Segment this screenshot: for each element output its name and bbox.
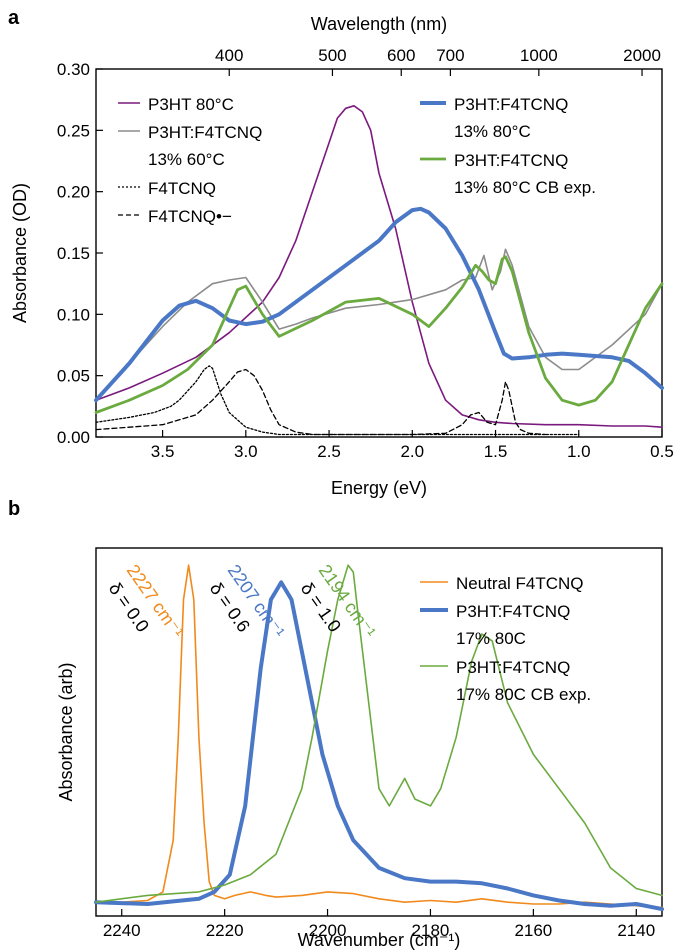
- legend-label-blend-cb: P3HT:F4TCNQ: [454, 151, 568, 170]
- chart-a-y-axis-label: Absorbance (OD): [10, 183, 30, 323]
- x-tick-label-b-5: 2140: [617, 921, 655, 940]
- legend-label-neutral: Neutral F4TCNQ: [456, 574, 584, 593]
- chart-b: 2240 2220 2200 2180 2160 2140 Wavenumber (cm⁻…: [56, 547, 664, 950]
- chart-a-legend-right: P3HT:F4TCNQ 13% 80°C P3HT:F4TCNQ 13% 80°…: [420, 95, 596, 197]
- legend-label-blend-80: P3HT:F4TCNQ: [454, 95, 568, 114]
- legend-label-blend-17-cb: P3HT:F4TCNQ: [456, 658, 570, 677]
- chart-b-legend: Neutral F4TCNQ P3HT:F4TCNQ 17% 80C P3HT:…: [420, 574, 591, 704]
- x-tick-label-a-1: 3.0: [234, 442, 258, 461]
- series-line-b-0: [95, 564, 663, 909]
- x-tick-label-b-0: 2240: [103, 921, 141, 940]
- x-tick-label-b-2: 2200: [309, 921, 347, 940]
- series-line-b-2: [95, 564, 663, 903]
- x-tick-label-a-3: 2.0: [400, 442, 424, 461]
- y-tick-label-a-1: 0.05: [57, 367, 90, 386]
- legend-label-blend-60-sub: 13% 60°C: [148, 150, 225, 169]
- top-tick-label-2: 600: [387, 46, 415, 65]
- legend-label-f4tcnq-anion: F4TCNQ•−: [148, 207, 232, 226]
- panel-label-a: a: [8, 7, 20, 29]
- top-tick-label-0: 400: [215, 46, 243, 65]
- chart-b-frame: [95, 547, 663, 917]
- chart-a-ticks-group: 3.5 3.0 2.5 2.0 1.5 1.0 0.5 0.00 0.05 0.10 0.15 0.2…: [57, 46, 674, 461]
- x-tick-label-b-1: 2220: [206, 921, 244, 940]
- chart-a-x-axis-label: Energy (eV): [331, 478, 427, 498]
- series-line-a-3: [94, 255, 664, 414]
- x-tick-label-b-4: 2160: [514, 921, 552, 940]
- x-tick-label-a-4: 1.5: [484, 442, 508, 461]
- series-line-a-1: [95, 248, 663, 401]
- chart-a: 3.5 3.0 2.5 2.0 1.5 1.0 0.5 0.00 0.05 0.10 0.15 0.2…: [10, 14, 674, 498]
- panel-label-b: b: [8, 498, 20, 520]
- series-line-a-2: [94, 206, 664, 403]
- y-tick-label-a-6: 0.30: [57, 60, 90, 79]
- top-tick-label-4: 1000: [520, 46, 558, 65]
- legend-label-blend-80-sub: 13% 80°C: [454, 122, 531, 141]
- top-tick-label-5: 2000: [623, 46, 661, 65]
- legend-label-f4tcnq: F4TCNQ: [148, 179, 216, 198]
- y-tick-label-a-2: 0.10: [57, 305, 90, 324]
- chart-a-legend-left: P3HT 80°C P3HT:F4TCNQ 13% 60°C F4TCNQ F4…: [118, 95, 262, 226]
- y-tick-label-a-4: 0.20: [57, 183, 90, 202]
- legend-label-blend-17-sub: 17% 80C: [456, 629, 526, 648]
- top-tick-label-1: 500: [318, 46, 346, 65]
- x-tick-label-a-0: 3.5: [151, 442, 175, 461]
- legend-label-blend-cb-sub: 13% 80°C CB exp.: [454, 178, 596, 197]
- y-tick-label-a-5: 0.25: [57, 121, 90, 140]
- chart-a-series-group: [94, 105, 664, 436]
- chart-b-series-group: [94, 564, 664, 912]
- chart-b-ticks-group: 2240 2220 2200 2180 2160 2140: [103, 909, 655, 940]
- series-line-a-0: [95, 105, 663, 428]
- top-tick-label-3: 700: [436, 46, 464, 65]
- y-tick-label-a-3: 0.15: [57, 244, 90, 263]
- chart-b-x-axis-label: Wavenumber (cm⁻¹): [298, 930, 461, 950]
- chart-b-y-axis-label: Absorbance (arb): [56, 662, 76, 801]
- x-tick-label-a-2: 2.5: [317, 442, 341, 461]
- series-line-a-5: [95, 368, 547, 436]
- x-tick-label-a-5: 1.0: [567, 442, 591, 461]
- x-tick-label-a-6: 0.5: [650, 442, 674, 461]
- series-line-b-1: [94, 580, 664, 912]
- chart-a-top-axis-label: Wavelength (nm): [311, 14, 447, 34]
- legend-label-blend-17: P3HT:F4TCNQ: [456, 602, 570, 621]
- y-tick-label-a-0: 0.00: [57, 428, 90, 447]
- series-line-a-4: [95, 365, 580, 436]
- x-tick-label-b-3: 2180: [412, 921, 450, 940]
- legend-label-blend-60: P3HT:F4TCNQ: [148, 123, 262, 142]
- legend-label-blend-17-cb-sub: 17% 80C CB exp.: [456, 685, 591, 704]
- legend-label-p3ht: P3HT 80°C: [148, 95, 234, 114]
